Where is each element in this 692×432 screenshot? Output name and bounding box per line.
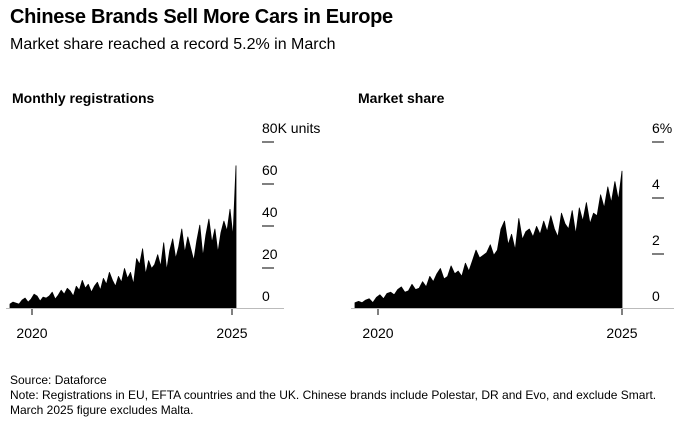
y-tick-label: 40 (262, 204, 278, 220)
panel-title-1: Monthly registrations (12, 90, 155, 106)
x-tick-label: 2025 (216, 325, 247, 341)
x-tick-label: 2025 (606, 325, 637, 341)
x-tick-label: 2020 (16, 325, 47, 341)
panel-title-2: Market share (358, 90, 445, 106)
y-tick-label: 60 (262, 162, 278, 178)
source-note: Source: Dataforce (10, 373, 107, 387)
area-series-1 (9, 165, 237, 309)
footnote: Note: Registrations in EU, EFTA countrie… (10, 388, 657, 417)
x-tick-label: 2020 (362, 325, 393, 341)
y-tick-label: 2 (652, 232, 660, 248)
chart-subtitle: Market share reached a record 5.2% in Ma… (10, 36, 336, 53)
y-tick-label: 6% (652, 120, 672, 136)
y-tick-label: 20 (262, 246, 278, 262)
y-tick-label: 0 (652, 288, 660, 304)
chart-title: Chinese Brands Sell More Cars in Europe (10, 6, 393, 28)
y-tick-label: 4 (652, 176, 660, 192)
area-series-2 (354, 170, 623, 309)
y-tick-label: 0 (262, 288, 270, 304)
y-tick-label: 80K units (262, 120, 320, 136)
